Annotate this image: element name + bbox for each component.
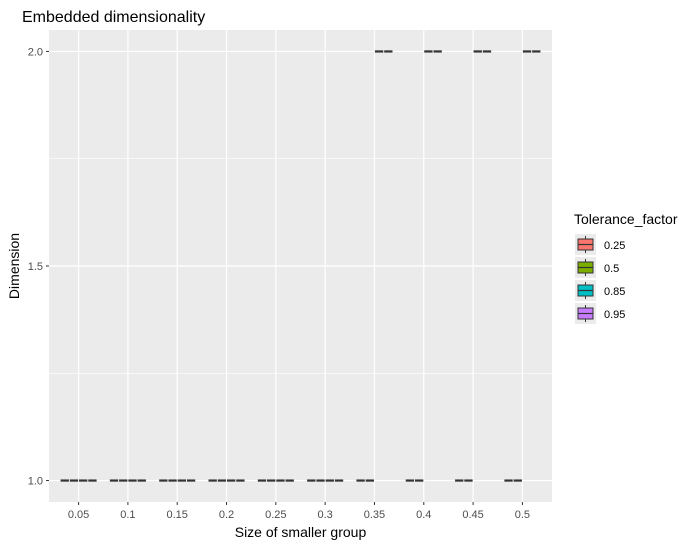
x-tick-label: 0.25 <box>265 509 286 521</box>
box-marks <box>60 50 541 482</box>
x-tick-label: 0.15 <box>167 509 188 521</box>
y-tick-label: 1.5 <box>28 261 43 273</box>
x-tick-label: 0.05 <box>68 509 89 521</box>
y-tick-label: 2.0 <box>28 46 43 58</box>
legend-label-0.25: 0.25 <box>604 240 625 252</box>
legend-label-0.85: 0.85 <box>604 286 625 298</box>
x-tick-label: 0.2 <box>219 509 234 521</box>
y-tick-label: 1.0 <box>28 476 43 488</box>
x-axis: 0.05 0.1 0.15 0.2 0.25 0.3 0.35 0.4 0.45 0.5 <box>68 502 530 521</box>
y-axis-title: Dimension <box>6 233 22 299</box>
x-tick-label: 0.5 <box>515 509 530 521</box>
legend-label-0.5: 0.5 <box>604 263 619 275</box>
legend-label-0.95: 0.95 <box>604 309 625 321</box>
x-axis-title: Size of smaller group <box>235 524 367 540</box>
x-tick-label: 0.1 <box>120 509 135 521</box>
legend: Tolerance_factor 0.25 0.5 0.85 0.95 <box>574 211 678 324</box>
x-tick-label: 0.4 <box>416 509 431 521</box>
chart-title: Embedded dimensionality <box>22 9 205 26</box>
y-axis: 1.0 1.5 2.0 <box>28 46 49 488</box>
x-tick-label: 0.3 <box>318 509 333 521</box>
x-tick-label: 0.45 <box>462 509 483 521</box>
x-tick-label: 0.35 <box>364 509 385 521</box>
legend-title: Tolerance_factor <box>574 211 678 227</box>
